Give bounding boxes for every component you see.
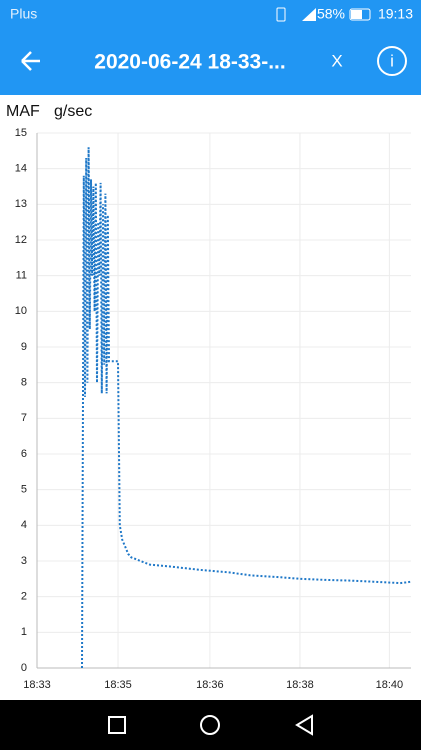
battery-icon [349,8,371,21]
y-tick-label: 11 [16,270,27,282]
signal-icon [302,8,316,21]
home-button[interactable] [200,715,220,735]
data-line [81,147,412,669]
clock: 19:13 [378,6,413,22]
x-tick-label: 18:40 [376,679,404,691]
unit-label: g/sec [54,103,92,120]
x-tick-label: 18:35 [104,679,132,691]
vibrate-icon [276,7,286,22]
y-tick-label: 6 [21,448,27,460]
y-tick-label: 2 [21,591,27,603]
back-button[interactable] [21,51,40,71]
y-label: MAF [6,103,40,120]
app-bar [0,0,421,95]
info-button[interactable] [377,46,407,76]
battery-fill [351,10,362,19]
carrier: Plus [10,6,37,22]
y-tick-label: 12 [15,234,27,246]
nav-bar [0,700,421,750]
y-tick-label: 7 [21,412,27,424]
y-tick-label: 13 [15,198,27,210]
back-nav-button[interactable] [295,714,313,736]
y-tick-label: 10 [15,305,27,317]
y-tick-label: 15 [15,127,27,139]
y-tick-label: 4 [21,519,27,531]
y-tick-label: 0 [21,662,27,674]
info-glyph: i [390,51,394,70]
x-tick-label: 18:38 [286,679,314,691]
recent-button[interactable] [108,716,126,734]
y-tick-label: 8 [21,377,27,389]
y-tick-label: 1 [21,626,27,638]
x-tick-label: 18:36 [196,679,224,691]
y-tick-label: 9 [21,341,27,353]
y-tick-label: 14 [15,163,27,175]
y-tick-label: 3 [21,555,27,567]
file-title: 2020-06-24 18-33-... [94,51,285,74]
battery-level: 58% [317,6,345,22]
close-button[interactable]: X [331,51,342,70]
y-tick-label: 5 [21,484,27,496]
x-tick-label: 18:33 [23,679,51,691]
